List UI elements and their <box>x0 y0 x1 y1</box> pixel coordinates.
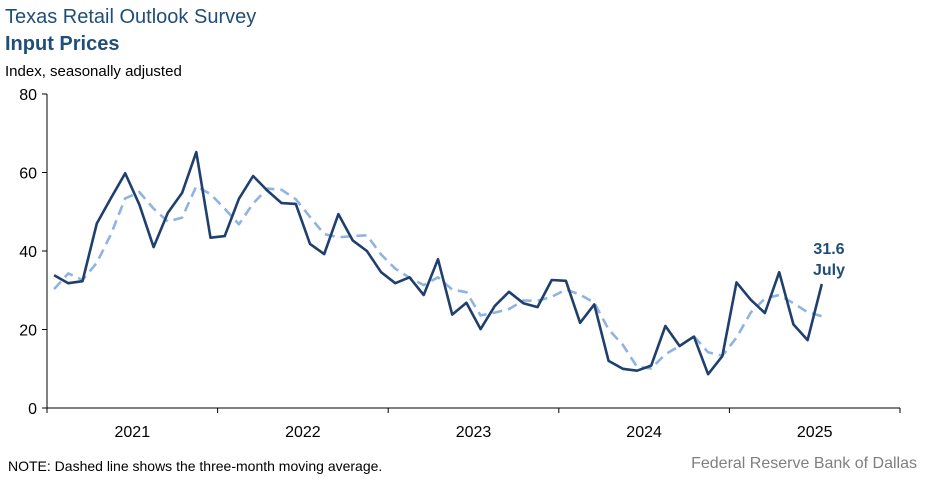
x-tick-label: 2021 <box>115 424 151 441</box>
y-tick-label: 40 <box>19 244 37 261</box>
series-layer <box>53 150 824 376</box>
x-tick-label: 2024 <box>626 424 662 441</box>
y-tick-label: 80 <box>19 87 37 104</box>
last-value-annotation: 31.6 <box>813 241 844 258</box>
source-credit: Federal Reserve Bank of Dallas <box>691 455 917 472</box>
x-tick-label: 2023 <box>456 424 492 441</box>
y-axis-units-label: Index, seasonally adjusted <box>5 63 182 80</box>
y-tick-label: 0 <box>28 401 37 418</box>
input-prices-index-line <box>53 150 824 376</box>
chart-subtitle: Input Prices <box>5 33 120 55</box>
chart-title: Texas Retail Outlook Survey <box>5 6 257 28</box>
x-tick-label: 2025 <box>797 424 833 441</box>
annotation-layer: 31.6 July <box>813 241 845 279</box>
three-month-moving-average-line <box>53 184 823 370</box>
x-tick-label: 2022 <box>285 424 321 441</box>
y-tick-label: 20 <box>19 323 37 340</box>
footnote: NOTE: Dashed line shows the three-month … <box>8 458 383 474</box>
last-month-annotation: July <box>813 262 845 279</box>
y-tick-label: 60 <box>19 166 37 183</box>
chart-axes: 0 20 40 60 80 2021 2022 2023 2024 2025 <box>19 87 901 441</box>
